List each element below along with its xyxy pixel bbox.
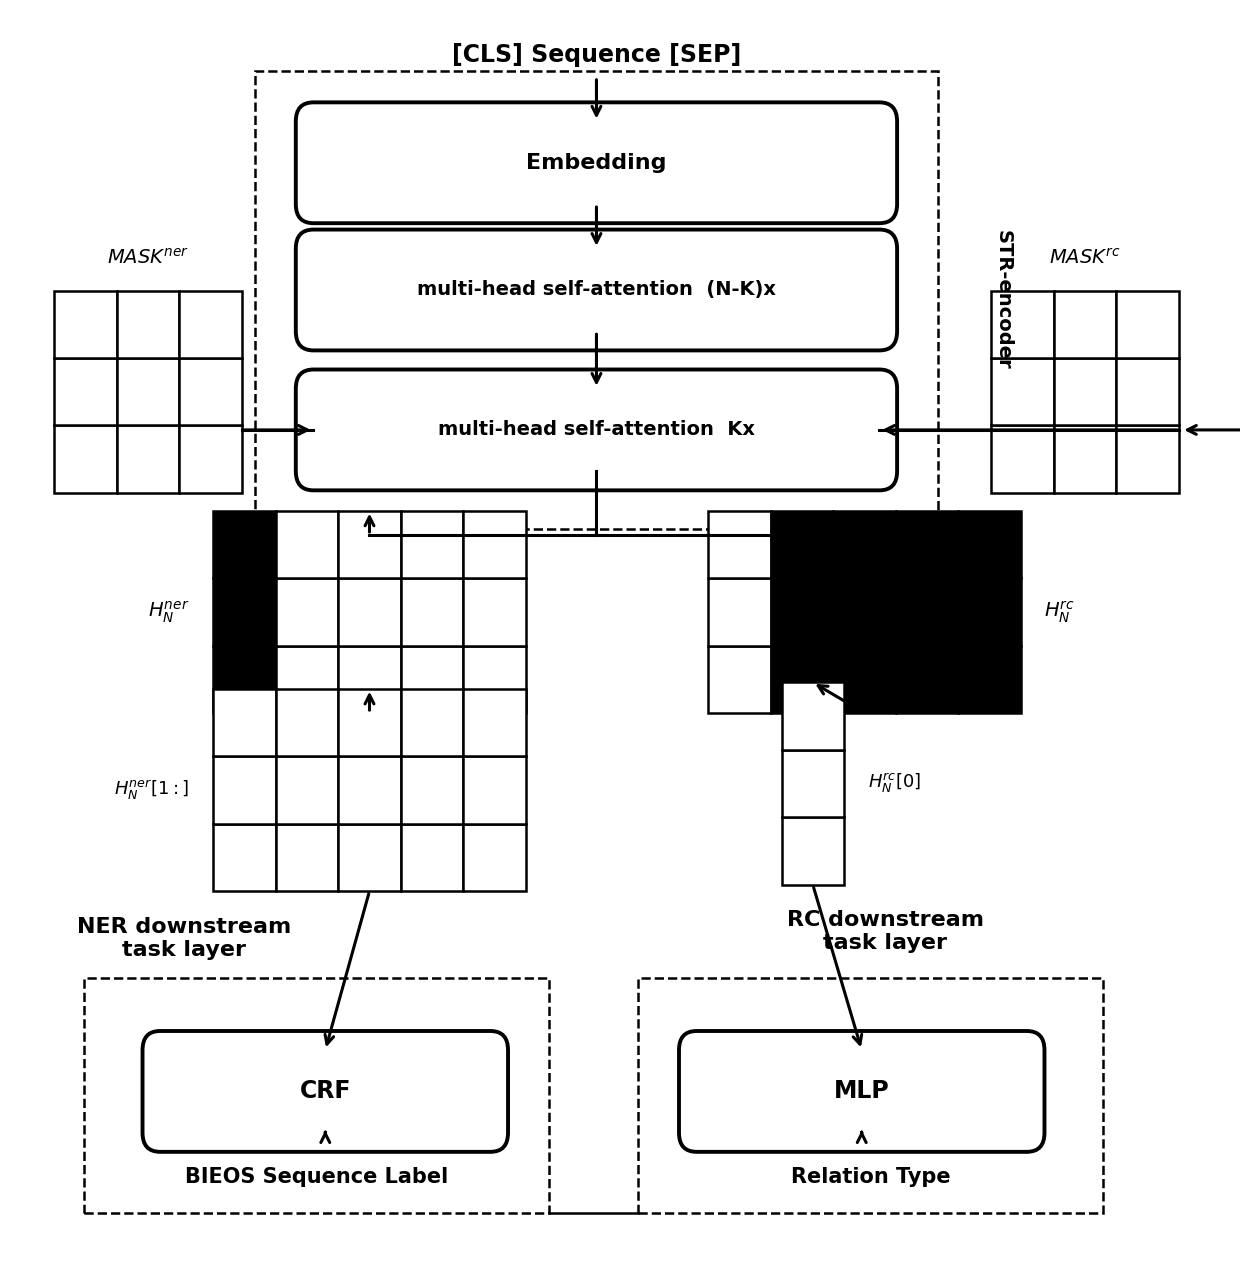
Bar — [1054, 358, 1116, 426]
Bar — [254, 71, 939, 529]
Bar — [1054, 426, 1116, 493]
Bar — [781, 683, 844, 750]
Text: MLP: MLP — [833, 1079, 889, 1103]
Bar — [959, 511, 1021, 579]
Bar — [771, 579, 833, 646]
Bar — [464, 511, 526, 579]
Bar — [55, 426, 117, 493]
FancyBboxPatch shape — [296, 103, 897, 224]
Bar — [771, 646, 833, 712]
FancyBboxPatch shape — [143, 1031, 508, 1152]
Bar — [213, 646, 275, 712]
Text: multi-head self-attention  Kx: multi-head self-attention Kx — [438, 421, 755, 440]
Bar — [213, 689, 275, 756]
Bar — [464, 689, 526, 756]
Bar — [83, 977, 549, 1213]
Bar — [708, 646, 771, 712]
Bar — [833, 579, 897, 646]
Text: $H_N^{rc}[0]$: $H_N^{rc}[0]$ — [868, 772, 921, 796]
Bar — [55, 358, 117, 426]
Bar — [339, 511, 401, 579]
Bar — [401, 511, 464, 579]
FancyBboxPatch shape — [296, 369, 897, 490]
Bar — [55, 291, 117, 358]
Text: STR-encoder: STR-encoder — [993, 230, 1013, 369]
Text: RC downstream
task layer: RC downstream task layer — [787, 910, 983, 953]
Bar — [339, 823, 401, 891]
Bar — [771, 511, 833, 579]
Bar — [1116, 426, 1179, 493]
Bar — [117, 358, 179, 426]
Bar — [179, 426, 242, 493]
Text: multi-head self-attention  (N-K)x: multi-head self-attention (N-K)x — [417, 280, 776, 300]
Text: $H_N^{ner}$: $H_N^{ner}$ — [149, 599, 190, 625]
Bar — [464, 646, 526, 712]
Bar — [275, 689, 339, 756]
Bar — [401, 646, 464, 712]
Bar — [708, 511, 771, 579]
Bar — [1054, 291, 1116, 358]
Bar — [959, 646, 1021, 712]
Bar — [897, 511, 959, 579]
Bar — [339, 579, 401, 646]
Bar — [401, 823, 464, 891]
Bar — [781, 818, 844, 885]
Text: Relation Type: Relation Type — [791, 1168, 950, 1187]
Bar — [897, 646, 959, 712]
Bar — [339, 646, 401, 712]
Bar — [339, 689, 401, 756]
Bar — [275, 511, 339, 579]
Text: CRF: CRF — [300, 1079, 351, 1103]
Bar — [117, 291, 179, 358]
Text: NER downstream
task layer: NER downstream task layer — [77, 917, 291, 959]
Text: [CLS] Sequence [SEP]: [CLS] Sequence [SEP] — [451, 44, 742, 67]
Bar — [833, 646, 897, 712]
Bar — [179, 291, 242, 358]
Text: $H_N^{ner}[1:]$: $H_N^{ner}[1:]$ — [114, 778, 190, 801]
Text: $MASK^{ner}$: $MASK^{ner}$ — [107, 248, 188, 269]
Bar — [275, 756, 339, 823]
Bar — [1116, 291, 1179, 358]
Bar — [213, 823, 275, 891]
Bar — [401, 756, 464, 823]
Bar — [213, 579, 275, 646]
Bar — [992, 358, 1054, 426]
Text: BIEOS Sequence Label: BIEOS Sequence Label — [185, 1168, 448, 1187]
Text: $MASK^{rc}$: $MASK^{rc}$ — [1049, 248, 1121, 269]
Bar — [637, 977, 1104, 1213]
Bar — [708, 579, 771, 646]
Bar — [897, 579, 959, 646]
Text: Embedding: Embedding — [526, 153, 667, 172]
Bar — [275, 579, 339, 646]
Bar — [464, 823, 526, 891]
Bar — [117, 426, 179, 493]
Bar — [275, 823, 339, 891]
Bar — [464, 756, 526, 823]
Bar — [275, 646, 339, 712]
FancyBboxPatch shape — [680, 1031, 1044, 1152]
Bar — [1116, 358, 1179, 426]
FancyBboxPatch shape — [296, 230, 897, 350]
Bar — [833, 511, 897, 579]
Bar — [401, 579, 464, 646]
Bar — [213, 511, 275, 579]
Bar — [339, 756, 401, 823]
Text: $H_N^{rc}$: $H_N^{rc}$ — [1044, 599, 1075, 625]
Bar — [213, 756, 275, 823]
Bar — [781, 750, 844, 818]
Bar — [401, 689, 464, 756]
Bar — [992, 426, 1054, 493]
Bar — [464, 579, 526, 646]
Bar — [179, 358, 242, 426]
Bar — [992, 291, 1054, 358]
Bar — [959, 579, 1021, 646]
